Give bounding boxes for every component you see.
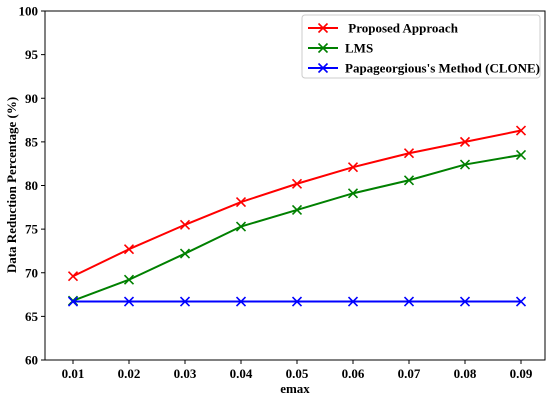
series-1-point — [403, 148, 415, 159]
y-tick-label: 95 — [25, 47, 39, 62]
marker-stroke — [123, 244, 135, 255]
series-3-point — [347, 296, 359, 307]
marker-stroke — [347, 296, 359, 307]
marker-stroke — [179, 248, 191, 259]
y-axis-title: Data Reduction Percentage (%) — [4, 97, 19, 273]
series-1-point — [459, 136, 471, 147]
x-axis-title: emax — [280, 381, 310, 396]
legend-label: Proposed Approach — [345, 21, 459, 36]
series-3-point — [403, 296, 415, 307]
series-1-point — [123, 244, 135, 255]
marker-stroke — [347, 162, 359, 173]
series-3-point — [235, 296, 247, 307]
marker-stroke — [291, 204, 303, 215]
marker-stroke — [123, 274, 135, 285]
legend: Proposed Approach LMS Papageorgious's Meth… — [301, 14, 541, 79]
x-tick-label: 0.03 — [174, 366, 197, 381]
marker-stroke — [317, 22, 329, 34]
marker-stroke — [317, 42, 329, 54]
y-tick-label: 70 — [25, 265, 38, 280]
series-3-point — [123, 296, 135, 307]
marker-stroke — [403, 148, 415, 159]
series-3-point — [291, 296, 303, 307]
marker-stroke — [179, 219, 191, 230]
x-tick-label: 0.01 — [62, 366, 85, 381]
marker-stroke — [179, 296, 191, 307]
series-1-point — [515, 125, 527, 136]
y-tick-label: 100 — [19, 4, 39, 19]
series-1-point — [235, 197, 247, 208]
legend-box — [301, 14, 541, 79]
y-axis: 60 65 70 75 80 85 90 95 100 — [19, 4, 45, 368]
series-1-point — [347, 162, 359, 173]
legend-marker — [317, 22, 329, 34]
marker-stroke — [403, 296, 415, 307]
series-1-point — [67, 271, 79, 282]
x-tick-label: 0.09 — [510, 366, 533, 381]
marker-stroke — [347, 188, 359, 199]
series-2-point — [179, 248, 191, 259]
marker-stroke — [515, 125, 527, 136]
x-tick-label: 0.08 — [454, 366, 477, 381]
marker-stroke — [235, 221, 247, 232]
y-tick-label: 75 — [25, 222, 39, 237]
y-tick-label: 80 — [25, 178, 38, 193]
x-tick-label: 0.05 — [286, 366, 309, 381]
marker-stroke — [403, 175, 415, 186]
marker-stroke — [515, 296, 527, 307]
y-tick-label: 60 — [25, 353, 38, 368]
marker-stroke — [235, 296, 247, 307]
series-1-point — [291, 178, 303, 189]
series-2-point — [403, 175, 415, 186]
marker-stroke — [291, 296, 303, 307]
y-tick-label: 90 — [25, 91, 38, 106]
x-tick-label: 0.04 — [230, 366, 253, 381]
series-2-point — [347, 188, 359, 199]
series-2-point — [515, 149, 527, 161]
marker-stroke — [123, 296, 135, 307]
series-3-point — [515, 296, 527, 307]
marker-stroke — [67, 296, 79, 307]
marker-stroke — [67, 271, 79, 282]
series-2-point — [123, 274, 135, 285]
y-tick-label: 85 — [25, 134, 39, 149]
legend-label: LMS — [345, 41, 373, 56]
series-3-point — [179, 296, 191, 307]
series-1-point — [179, 219, 191, 230]
marker-stroke — [317, 62, 329, 74]
marker-stroke — [459, 136, 471, 147]
legend-marker — [317, 42, 329, 54]
marker-stroke — [235, 197, 247, 208]
legend-marker — [317, 62, 329, 74]
series-2-point — [459, 159, 471, 170]
series-2-point — [291, 204, 303, 215]
x-tick-label: 0.06 — [342, 366, 365, 381]
x-tick-label: 0.07 — [398, 366, 421, 381]
series-3-point — [459, 296, 471, 307]
y-tick-label: 65 — [25, 309, 39, 324]
x-axis: 0.01 0.02 0.03 0.04 0.05 0.06 0.07 0.08 0.09 — [62, 360, 533, 381]
series-3-point — [67, 296, 79, 307]
marker-stroke — [291, 178, 303, 189]
marker-stroke — [459, 159, 471, 170]
series-group — [67, 125, 527, 307]
x-tick-label: 0.02 — [118, 366, 141, 381]
marker-stroke — [515, 149, 527, 161]
series-2-point — [235, 221, 247, 232]
marker-stroke — [459, 296, 471, 307]
legend-label: Papageorgious's Method (CLONE) — [345, 61, 540, 76]
